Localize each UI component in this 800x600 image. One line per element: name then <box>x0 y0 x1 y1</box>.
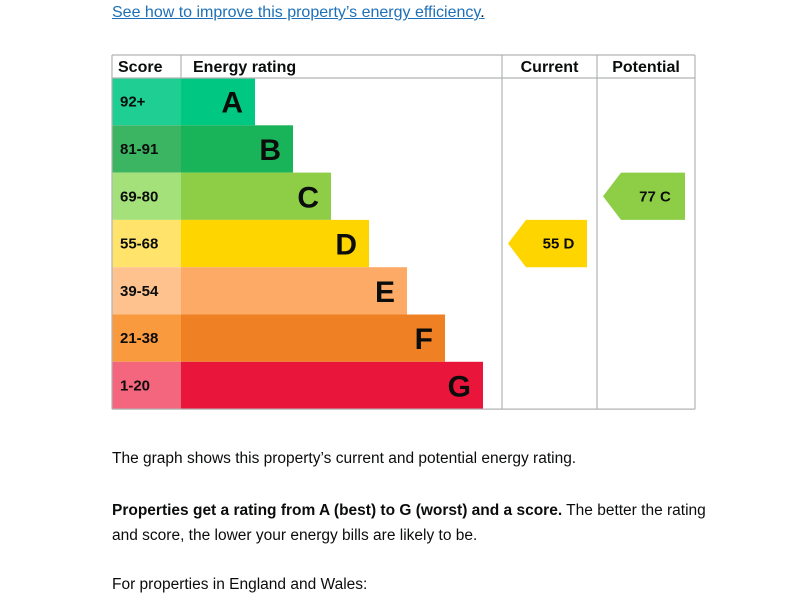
band-letter-f: F <box>415 323 433 356</box>
rating-explanation-bold: Properties get a rating from A (best) to… <box>112 502 563 519</box>
improve-efficiency-link-text[interactable]: See how to improve this property’s energ… <box>112 4 481 21</box>
rating-explanation: Properties get a rating from A (best) to… <box>112 498 712 548</box>
band-bar-c <box>181 172 331 220</box>
score-range-a: 92+ <box>120 94 146 111</box>
header-potential: Potential <box>612 59 680 76</box>
band-letter-a: A <box>221 87 243 120</box>
score-range-e: 39-54 <box>120 283 159 300</box>
score-cell-c <box>112 172 181 220</box>
score-range-f: 21-38 <box>120 330 158 347</box>
band-bar-b <box>181 125 293 173</box>
england-wales-intro: For properties in England and Wales: <box>112 576 368 593</box>
band-letter-e: E <box>375 276 395 309</box>
header-energy-rating: Energy rating <box>193 59 296 76</box>
current-rating-arrow <box>508 219 587 268</box>
link-trailing-period: . <box>480 4 485 21</box>
score-cell-b <box>112 125 181 173</box>
potential-rating-label: 77 C <box>639 188 671 205</box>
score-cell-f <box>112 314 181 362</box>
score-cell-e <box>112 267 181 315</box>
band-letter-g: G <box>448 370 471 403</box>
score-range-b: 81-91 <box>120 141 158 158</box>
energy-rating-chart: Score Energy rating Current Potential 92+ A 81… <box>111 54 696 410</box>
improve-efficiency-link[interactable]: See how to improve this property’s energ… <box>112 4 485 22</box>
graph-description: The graph shows this property’s current … <box>112 450 577 467</box>
band-bar-f <box>181 314 445 362</box>
score-cell-g <box>112 361 181 410</box>
score-cell-a <box>112 78 181 126</box>
score-range-g: 1-20 <box>120 377 150 394</box>
band-letter-c: C <box>297 181 319 214</box>
band-letter-b: B <box>259 134 281 167</box>
score-cell-d <box>112 219 181 268</box>
band-bar-a <box>181 78 255 126</box>
score-range-d: 55-68 <box>120 236 158 253</box>
score-range-c: 69-80 <box>120 188 158 205</box>
potential-rating-arrow <box>603 172 685 220</box>
band-letter-d: D <box>335 229 357 262</box>
band-bar-e <box>181 267 407 315</box>
rating-explanation-rest: The better the rating and score, the low… <box>112 502 706 544</box>
current-rating-label: 55 D <box>543 236 575 253</box>
header-current: Current <box>521 59 579 76</box>
band-bar-g <box>181 361 483 410</box>
band-bar-d <box>181 219 369 268</box>
header-score: Score <box>118 59 163 76</box>
